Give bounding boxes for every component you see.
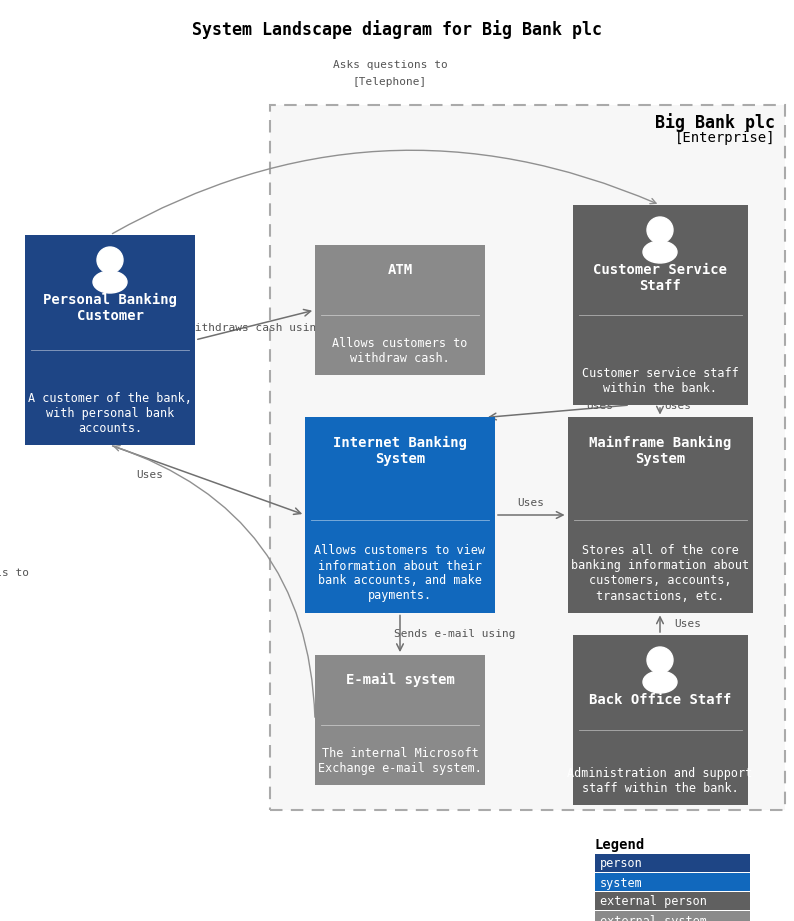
Text: Uses: Uses (587, 402, 614, 412)
Text: ATM: ATM (387, 263, 413, 277)
Text: Mainframe Banking
System: Mainframe Banking System (589, 436, 731, 466)
Ellipse shape (643, 241, 677, 263)
Ellipse shape (93, 271, 127, 293)
Text: Back Office Staff: Back Office Staff (589, 693, 731, 707)
Text: Big Bank plc: Big Bank plc (655, 113, 775, 132)
Text: Internet Banking
System: Internet Banking System (333, 436, 467, 466)
Text: Uses: Uses (674, 619, 702, 629)
FancyBboxPatch shape (595, 892, 750, 910)
FancyBboxPatch shape (595, 911, 750, 921)
FancyBboxPatch shape (568, 417, 753, 612)
Text: [Enterprise]: [Enterprise] (674, 131, 775, 145)
Text: external person: external person (600, 895, 707, 908)
Text: Legend: Legend (595, 838, 646, 852)
FancyBboxPatch shape (315, 245, 485, 375)
Text: Sends e-mail using: Sends e-mail using (395, 629, 516, 639)
FancyBboxPatch shape (25, 235, 195, 445)
FancyBboxPatch shape (572, 205, 747, 405)
Text: system: system (600, 877, 643, 890)
FancyBboxPatch shape (305, 417, 495, 612)
Text: Allows customers to
withdraw cash.: Allows customers to withdraw cash. (333, 337, 468, 365)
Text: Customer service staff
within the bank.: Customer service staff within the bank. (582, 367, 738, 395)
Text: System Landscape diagram for Big Bank plc: System Landscape diagram for Big Bank pl… (192, 20, 602, 39)
Text: person: person (600, 857, 643, 870)
Text: Personal Banking
Customer: Personal Banking Customer (43, 293, 177, 323)
Ellipse shape (643, 671, 677, 693)
Text: Withdraws cash using: Withdraws cash using (187, 323, 322, 333)
Text: Asks questions to: Asks questions to (333, 60, 447, 70)
Text: Sends e-mails to: Sends e-mails to (0, 567, 29, 577)
FancyBboxPatch shape (315, 655, 485, 785)
Text: [Telephone]: [Telephone] (353, 77, 427, 87)
FancyBboxPatch shape (270, 105, 785, 810)
Text: external system: external system (600, 915, 707, 921)
Circle shape (97, 247, 123, 273)
Text: Uses: Uses (665, 402, 692, 412)
FancyBboxPatch shape (595, 854, 750, 872)
Text: E-mail system: E-mail system (345, 673, 454, 687)
Text: The internal Microsoft
Exchange e-mail system.: The internal Microsoft Exchange e-mail s… (318, 747, 482, 775)
Text: Allows customers to view
information about their
bank accounts, and make
payment: Allows customers to view information abo… (314, 544, 485, 602)
Text: Customer Service
Staff: Customer Service Staff (593, 263, 727, 293)
Text: Stores all of the core
banking information about
customers, accounts,
transactio: Stores all of the core banking informati… (571, 544, 749, 602)
Circle shape (647, 647, 673, 673)
FancyBboxPatch shape (595, 873, 750, 891)
Circle shape (647, 217, 673, 243)
Text: Uses: Uses (137, 470, 164, 480)
Text: A customer of the bank,
with personal bank
accounts.: A customer of the bank, with personal ba… (28, 392, 192, 435)
Text: Uses: Uses (518, 498, 545, 508)
FancyBboxPatch shape (572, 635, 747, 805)
Text: Administration and support
staff within the bank.: Administration and support staff within … (568, 767, 753, 795)
